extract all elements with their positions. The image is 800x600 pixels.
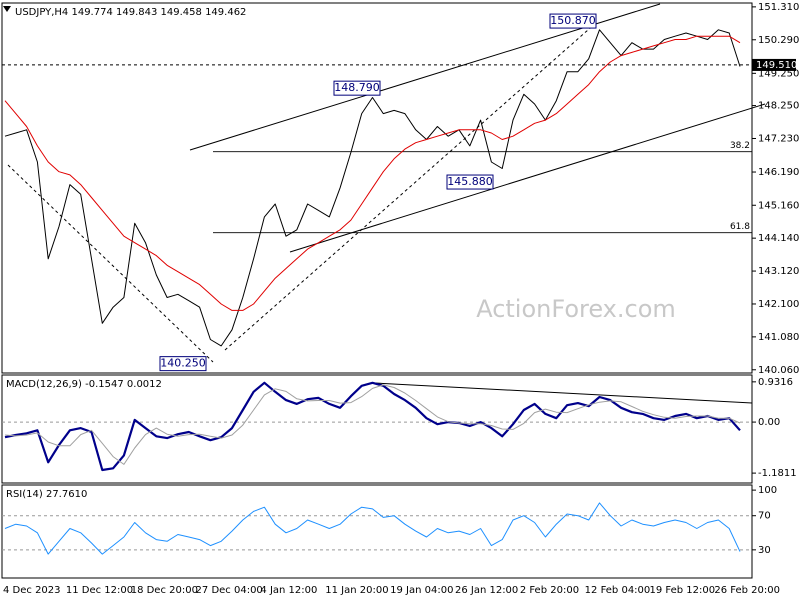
watermark: ActionForex.com [476, 295, 676, 323]
dashed-trend [224, 21, 598, 351]
y-tick-label: 144.140 [758, 233, 799, 244]
x-tick-label: 19 Feb 12:00 [650, 585, 716, 596]
x-tick-label: 18 Dec 20:00 [131, 585, 198, 596]
series-line [4, 502, 741, 555]
y-tick-label: 30 [758, 545, 771, 556]
y-tick-label: 141.080 [758, 332, 799, 343]
y-tick-label: 145.160 [758, 200, 799, 211]
panel-title: USDJPY,H4 149.774 149.843 149.458 149.46… [15, 7, 246, 18]
last-price-label: 149.510 [756, 60, 797, 71]
y-tick-label: 143.120 [758, 266, 799, 277]
x-tick-label: 2 Feb 20:00 [520, 585, 579, 596]
series-line [4, 35, 741, 311]
panel-frame [1, 374, 753, 484]
fib-ratio: 38.2 [730, 141, 750, 151]
x-tick-label: 26 Jan 12:00 [455, 585, 518, 596]
annotation-box [549, 13, 597, 29]
y-tick-label: 150.290 [758, 35, 799, 46]
y-tick-label: 142.100 [758, 299, 799, 310]
annotation-label: 148.790 [334, 81, 380, 94]
annotation-label: 150.870 [550, 14, 596, 27]
y-tick-label: 100 [758, 485, 777, 496]
y-tick-label: 70 [758, 511, 771, 522]
y-tick-label: 147.230 [758, 133, 799, 144]
channel-lower [289, 103, 766, 253]
macd-trend [374, 382, 753, 404]
annotation-box [159, 356, 207, 372]
x-tick-label: 11 Jan 20:00 [325, 585, 388, 596]
x-tick-label: 11 Dec 12:00 [66, 585, 133, 596]
panel-frame [1, 2, 753, 374]
series-line [4, 29, 741, 347]
y-tick-label: 140.060 [758, 365, 799, 376]
x-tick-label: 27 Dec 04:00 [196, 585, 263, 596]
annotation-box [446, 174, 494, 190]
x-tick-label: 26 Feb 20:00 [714, 585, 780, 596]
y-tick-label: -1.1811 [758, 468, 797, 479]
annotation-box [333, 80, 381, 96]
x-tick-label: 12 Feb 04:00 [585, 585, 651, 596]
y-tick-label: 148.250 [758, 101, 799, 112]
last-price-box [752, 58, 796, 71]
y-tick-label: 0.9316 [758, 377, 793, 388]
panel-title: MACD(12,26,9) -0.1547 0.0012 [6, 379, 162, 390]
panel-frame [1, 484, 753, 579]
y-tick-label: 151.310 [758, 2, 799, 13]
annotation-label: 140.250 [160, 357, 206, 370]
x-tick-label: 4 Jan 12:00 [260, 585, 317, 596]
y-tick-label: 0.00 [758, 417, 780, 428]
annotation-label: 145.880 [447, 175, 493, 188]
series-line [4, 384, 741, 465]
y-tick-label: 149.250 [758, 68, 799, 79]
symbol-icon [3, 6, 11, 12]
series-line [4, 381, 741, 472]
x-tick-label: 4 Dec 2023 [3, 585, 61, 596]
fib-ratio: 61.8 [730, 222, 750, 232]
x-tick-label: 19 Jan 04:00 [390, 585, 453, 596]
panel-title: RSI(14) 27.7610 [6, 489, 87, 500]
y-tick-label: 146.190 [758, 167, 799, 178]
dashed-trend [7, 164, 214, 363]
